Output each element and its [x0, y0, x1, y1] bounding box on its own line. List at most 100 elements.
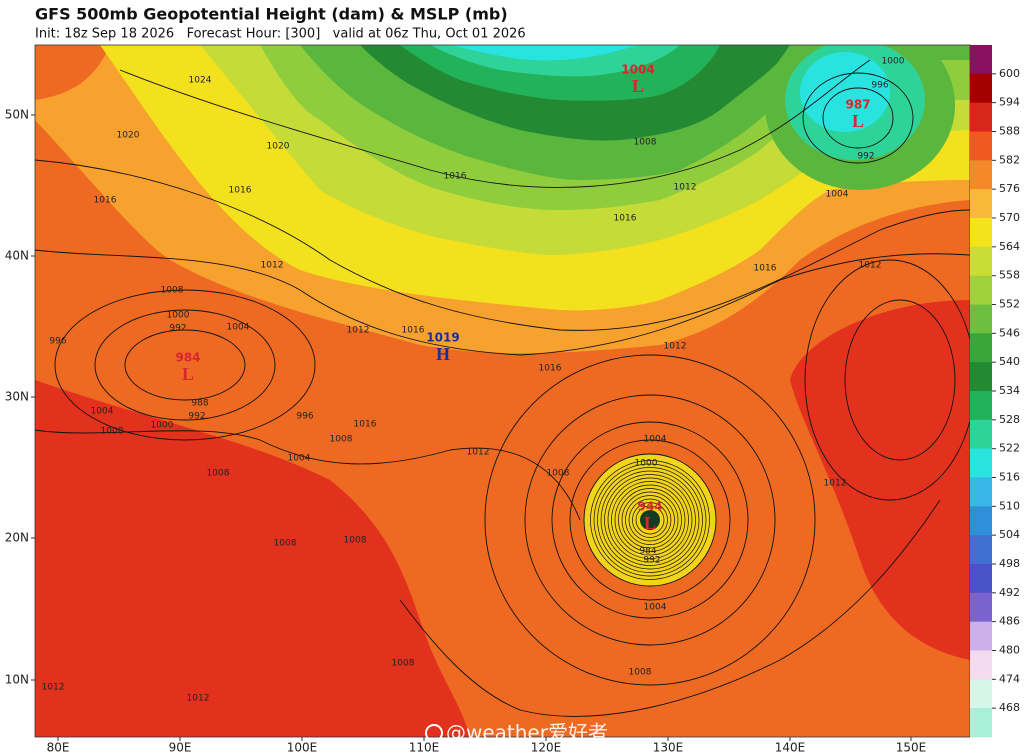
watermark-text: @weather爱好者 [446, 721, 608, 745]
lon-label: 110E [409, 741, 440, 755]
colorbar-label: 516 [999, 471, 1020, 484]
subtitle: Init: 18z Sep 18 2026 Forecast Hour: [30… [35, 27, 526, 42]
isobar-label: 1016 [354, 420, 377, 430]
colorbar-band [970, 160, 992, 190]
isobar-label: 1008 [634, 138, 657, 148]
lon-label: 80E [47, 741, 70, 755]
center-symbol: L [182, 364, 194, 384]
colorbar-band [970, 333, 992, 363]
isobar-label: 1008 [629, 668, 652, 678]
isobar-label: 996 [49, 337, 66, 347]
colorbar-band [970, 679, 992, 709]
colorbar-label: 468 [999, 701, 1020, 714]
isobar-label: 1008 [161, 286, 184, 296]
center-symbol: L [644, 513, 656, 533]
colorbar-label: 492 [999, 586, 1020, 599]
center-symbol: L [632, 76, 644, 96]
isobar-label: 1016 [402, 326, 425, 336]
center-value: 944 [637, 500, 662, 514]
isobar-label: 1012 [261, 261, 284, 271]
isobar-label: 1016 [229, 186, 252, 196]
colorbar-label: 480 [999, 644, 1020, 657]
colorbar-band [970, 650, 992, 680]
colorbar-band [970, 621, 992, 651]
center-symbol: L [852, 111, 864, 131]
colorbar-label: 588 [999, 125, 1020, 138]
colorbar-label: 600 [999, 67, 1020, 80]
colorbar-label: 498 [999, 557, 1020, 570]
isobar-label: 996 [296, 412, 313, 422]
colorbar-band [970, 131, 992, 161]
colorbar-band [970, 189, 992, 219]
isobar-ring [621, 491, 679, 549]
isobar-label: 1008 [392, 659, 415, 669]
colorbar-band [970, 391, 992, 421]
colorbar-band [970, 102, 992, 132]
colorbar-label: 552 [999, 298, 1020, 311]
lon-label: 140E [775, 741, 806, 755]
isobar-label: 1020 [267, 142, 290, 152]
isobar-label: 984 [639, 547, 656, 557]
isobar-label: 992 [643, 556, 660, 566]
isobar-ring [597, 467, 703, 573]
isobar-label: 1004 [91, 407, 114, 417]
colorbar-band [970, 535, 992, 565]
center-symbol: H [436, 344, 450, 364]
lat-label: 50N [5, 108, 29, 122]
isobar-ring [590, 460, 710, 580]
isobar-ring [607, 477, 693, 563]
colorbar-band [970, 419, 992, 449]
colorbar-band [970, 45, 992, 75]
isobar-label: 992 [857, 152, 874, 162]
isobar-label: 1004 [826, 190, 849, 200]
lon-label: 90E [169, 741, 192, 755]
isobar-label: 1012 [674, 183, 697, 193]
colorbar-label: 546 [999, 326, 1020, 339]
isobar-ring [611, 481, 689, 559]
colorbar-band [970, 275, 992, 305]
isobar-label: 1012 [664, 342, 687, 352]
lat-label: 30N [5, 390, 29, 404]
isobar-label: 1012 [187, 694, 210, 704]
isobar-label: 1008 [547, 469, 570, 479]
colorbar-label: 564 [999, 240, 1020, 253]
center-value: 1019 [426, 331, 459, 345]
lon-label: 120E [531, 741, 562, 755]
isobar-label: 1012 [859, 261, 882, 271]
isobar-ring [604, 474, 696, 566]
center-value: 987 [845, 98, 870, 112]
isobar-ring [600, 470, 700, 570]
colorbar-label: 576 [999, 182, 1020, 195]
lon-label: 100E [287, 741, 318, 755]
center-value: 984 [175, 351, 200, 365]
colorbar-label: 522 [999, 442, 1020, 455]
isobar-label: 1012 [42, 683, 65, 693]
colorbar-band [970, 246, 992, 276]
isobar-label: 1004 [288, 454, 311, 464]
isobar-label: 1012 [347, 326, 370, 336]
colorbar-label: 540 [999, 355, 1020, 368]
isobar-label: 1016 [94, 196, 117, 206]
colorbar-label: 594 [999, 96, 1020, 109]
title: GFS 500mb Geopotential Height (dam) & MS… [35, 5, 508, 24]
isobar-label: 1004 [227, 323, 250, 333]
colorbar-label: 510 [999, 499, 1020, 512]
colorbar-label: 570 [999, 211, 1020, 224]
colorbar-label: 582 [999, 153, 1020, 166]
isobar-label: 996 [871, 81, 888, 91]
isobar-ring [614, 484, 686, 556]
isobar-ring [628, 498, 672, 542]
colorbar-label: 528 [999, 413, 1020, 426]
isobar-label: 1016 [539, 364, 562, 374]
center-value: 1004 [621, 63, 654, 77]
isobar-label: 1000 [167, 311, 190, 321]
isobar-ring [618, 488, 682, 552]
lon-label: 150E [896, 741, 927, 755]
isobar-label: 992 [188, 412, 205, 422]
colorbar-band [970, 218, 992, 248]
isobar-label: 1004 [644, 603, 667, 613]
colorbar-band [970, 362, 992, 392]
colorbar-label: 486 [999, 615, 1020, 628]
isobar-label: 1016 [614, 214, 637, 224]
